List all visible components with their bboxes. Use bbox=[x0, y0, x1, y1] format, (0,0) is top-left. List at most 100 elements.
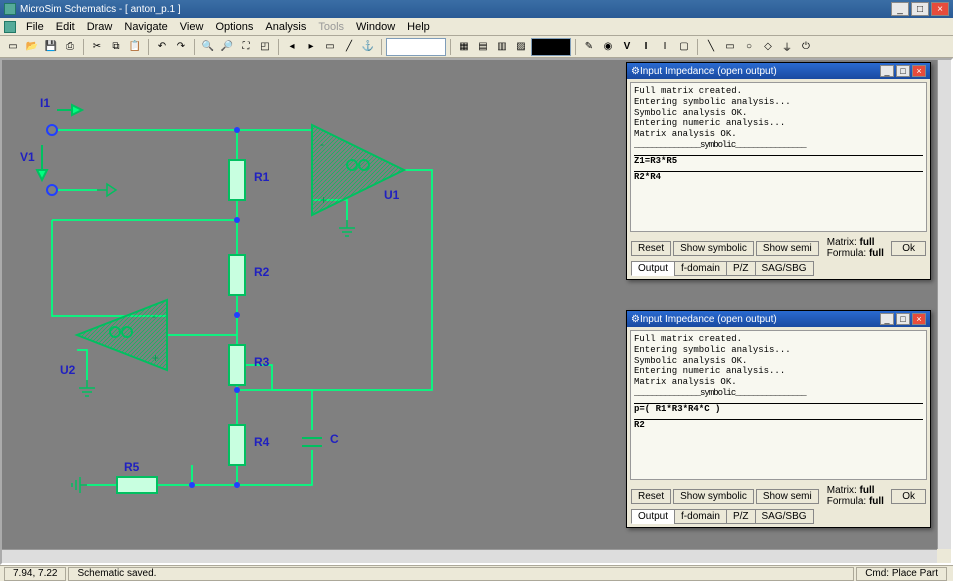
vertical-scrollbar[interactable] bbox=[937, 60, 951, 549]
panel1-info: Matrix: full Formula: full bbox=[821, 237, 889, 259]
svg-text:-: - bbox=[320, 137, 324, 151]
menu-edit[interactable]: Edit bbox=[50, 19, 81, 35]
close-button[interactable]: × bbox=[931, 2, 949, 16]
port-icon[interactable]: ◇ bbox=[759, 38, 777, 56]
panel1-line: Entering numeric analysis... bbox=[634, 118, 923, 129]
panel2-titlebar[interactable]: ⚙ Input Impedance (open output) _ □ × bbox=[627, 311, 930, 327]
panel1-tab-output[interactable]: Output bbox=[631, 261, 675, 276]
panel2-tab-output[interactable]: Output bbox=[631, 509, 675, 524]
panel1-minimize-button[interactable]: _ bbox=[880, 65, 894, 77]
layer3-icon[interactable]: ▥ bbox=[493, 38, 511, 56]
panel1-tab-sag[interactable]: SAG/SBG bbox=[755, 261, 814, 276]
horizontal-scrollbar[interactable] bbox=[2, 549, 937, 563]
i-marker-icon[interactable]: I bbox=[637, 38, 655, 56]
panel1-close-button[interactable]: × bbox=[912, 65, 926, 77]
grid-dropdown[interactable] bbox=[386, 38, 446, 56]
menu-window[interactable]: Window bbox=[350, 19, 401, 35]
panel2-tab-fdomain[interactable]: f-domain bbox=[674, 509, 727, 524]
menu-help[interactable]: Help bbox=[401, 19, 436, 35]
workspace[interactable]: - + - + bbox=[0, 58, 953, 565]
panel2-line: Entering numeric analysis... bbox=[634, 366, 923, 377]
cut-icon[interactable]: ✂ bbox=[88, 38, 106, 56]
panel2-minimize-button[interactable]: _ bbox=[880, 313, 894, 325]
schematic-svg: - + - + bbox=[12, 70, 612, 520]
doc-icon bbox=[4, 21, 16, 33]
probe-icon[interactable]: ✎ bbox=[580, 38, 598, 56]
panel1-tab-pz[interactable]: P/Z bbox=[726, 261, 756, 276]
line-tool-icon[interactable]: ╱ bbox=[340, 38, 358, 56]
panel1-titlebar[interactable]: ⚙ Input Impedance (open output) _ □ × bbox=[627, 63, 930, 79]
svg-text:+: + bbox=[320, 193, 327, 207]
anchor-icon[interactable]: ⚓ bbox=[359, 38, 377, 56]
junction-icon[interactable]: ○ bbox=[740, 38, 758, 56]
status-coords: 7.94, 7.22 bbox=[4, 567, 66, 581]
toolbar: ▭ 📂 💾 ⎙ ✂ ⧉ 📋 ↶ ↷ 🔍 🔎 ⛶ ◰ ◂ ▸ ▭ ╱ ⚓ ▦ ▤ … bbox=[0, 36, 953, 58]
print-icon[interactable]: ⎙ bbox=[61, 38, 79, 56]
menu-analysis[interactable]: Analysis bbox=[259, 19, 312, 35]
back-icon[interactable]: ◂ bbox=[283, 38, 301, 56]
layer1-icon[interactable]: ▦ bbox=[455, 38, 473, 56]
new-icon[interactable]: ▭ bbox=[4, 38, 22, 56]
menu-file[interactable]: File bbox=[20, 19, 50, 35]
menu-navigate[interactable]: Navigate bbox=[118, 19, 173, 35]
schematic-canvas[interactable]: - + - + bbox=[12, 70, 612, 500]
panel1-content: Full matrix created. Entering symbolic a… bbox=[630, 82, 927, 232]
menu-draw[interactable]: Draw bbox=[81, 19, 119, 35]
maximize-button[interactable]: □ bbox=[911, 2, 929, 16]
minimize-button[interactable]: _ bbox=[891, 2, 909, 16]
panel2-show-symbolic-button[interactable]: Show symbolic bbox=[673, 489, 754, 504]
menu-options[interactable]: Options bbox=[209, 19, 259, 35]
label-c: C bbox=[330, 432, 339, 446]
panel1-tabs: Output f-domain P/Z SAG/SBG bbox=[627, 261, 930, 279]
label-r3: R3 bbox=[254, 355, 269, 369]
panel2-ok-button[interactable]: Ok bbox=[891, 489, 926, 504]
zoom-out-icon[interactable]: 🔎 bbox=[218, 38, 236, 56]
panel1-title: Input Impedance (open output) bbox=[640, 66, 878, 77]
copy-icon[interactable]: ⧉ bbox=[107, 38, 125, 56]
panel1-show-semi-button[interactable]: Show semi bbox=[756, 241, 819, 256]
redo-icon[interactable]: ↷ bbox=[172, 38, 190, 56]
panel1-line: Symbolic analysis OK. bbox=[634, 108, 923, 119]
panel1-line: Matrix analysis OK. bbox=[634, 129, 923, 140]
pattern-icon[interactable]: ▨ bbox=[512, 38, 530, 56]
bus-icon[interactable]: ▭ bbox=[721, 38, 739, 56]
panel1-tab-fdomain[interactable]: f-domain bbox=[674, 261, 727, 276]
power-icon[interactable]: ⏻ bbox=[797, 38, 815, 56]
menu-tools[interactable]: Tools bbox=[312, 19, 350, 35]
zoom-in-icon[interactable]: 🔍 bbox=[199, 38, 217, 56]
panel2-tabs: Output f-domain P/Z SAG/SBG bbox=[627, 509, 930, 527]
zoom-fit-icon[interactable]: ⛶ bbox=[237, 38, 255, 56]
panel2-tab-pz[interactable]: P/Z bbox=[726, 509, 756, 524]
paste-icon[interactable]: 📋 bbox=[126, 38, 144, 56]
panel2-close-button[interactable]: × bbox=[912, 313, 926, 325]
panel1-reset-button[interactable]: Reset bbox=[631, 241, 671, 256]
net-label-icon[interactable]: ▢ bbox=[675, 38, 693, 56]
ground-icon[interactable]: ⏚ bbox=[778, 38, 796, 56]
menu-view[interactable]: View bbox=[174, 19, 210, 35]
forward-icon[interactable]: ▸ bbox=[302, 38, 320, 56]
label-u2: U2 bbox=[60, 363, 75, 377]
layer2-icon[interactable]: ▤ bbox=[474, 38, 492, 56]
status-message: Schematic saved. bbox=[68, 567, 854, 581]
v-marker-icon[interactable]: V bbox=[618, 38, 636, 56]
panel1-line: Full matrix created. bbox=[634, 86, 923, 97]
svg-text:+: + bbox=[152, 351, 159, 365]
open-icon[interactable]: 📂 bbox=[23, 38, 41, 56]
save-icon[interactable]: 💾 bbox=[42, 38, 60, 56]
rect-select-icon[interactable]: ▭ bbox=[321, 38, 339, 56]
panel2-show-semi-button[interactable]: Show semi bbox=[756, 489, 819, 504]
panel1-show-symbolic-button[interactable]: Show symbolic bbox=[673, 241, 754, 256]
color-dropdown[interactable] bbox=[531, 38, 571, 56]
marker-icon[interactable]: ◉ bbox=[599, 38, 617, 56]
text-tool-icon[interactable]: I bbox=[656, 38, 674, 56]
panel1-maximize-button[interactable]: □ bbox=[896, 65, 910, 77]
panel2-tab-sag[interactable]: SAG/SBG bbox=[755, 509, 814, 524]
undo-icon[interactable]: ↶ bbox=[153, 38, 171, 56]
statusbar: 7.94, 7.22 Schematic saved. Cmd: Place P… bbox=[0, 565, 953, 581]
panel1-ok-button[interactable]: Ok bbox=[891, 241, 926, 256]
menubar: File Edit Draw Navigate View Options Ana… bbox=[0, 18, 953, 36]
wire-icon[interactable]: ╲ bbox=[702, 38, 720, 56]
zoom-area-icon[interactable]: ◰ bbox=[256, 38, 274, 56]
panel2-maximize-button[interactable]: □ bbox=[896, 313, 910, 325]
panel2-reset-button[interactable]: Reset bbox=[631, 489, 671, 504]
